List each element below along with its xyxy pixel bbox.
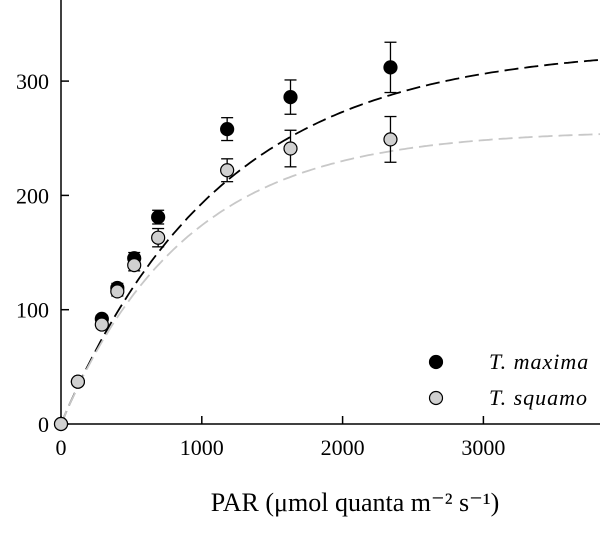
fit-lines bbox=[60, 58, 600, 425]
legend-label: T. squamo bbox=[489, 385, 588, 410]
axis-ticks: 010002000300040100200300 bbox=[16, 69, 505, 460]
data-point bbox=[110, 284, 125, 299]
x-axis-label: PAR (μmol quanta m⁻² s⁻¹) bbox=[211, 488, 500, 517]
y-tick-label: 200 bbox=[16, 183, 49, 208]
data-point bbox=[283, 90, 298, 105]
data-point bbox=[220, 163, 235, 178]
data-point bbox=[383, 132, 398, 147]
data-point bbox=[151, 230, 166, 245]
x-tick-label: 2000 bbox=[321, 435, 365, 460]
axes bbox=[60, 0, 600, 425]
x-tick-label: 0 bbox=[56, 435, 67, 460]
y-tick-label: 0 bbox=[38, 412, 49, 437]
data-point bbox=[283, 141, 298, 156]
fit-line bbox=[60, 58, 600, 425]
legend-marker bbox=[428, 354, 444, 370]
data-point bbox=[220, 122, 235, 137]
data-point bbox=[94, 317, 109, 332]
data-points bbox=[53, 60, 398, 432]
x-tick-label: 3000 bbox=[461, 435, 505, 460]
legend-label: T. maxima bbox=[489, 349, 589, 374]
legend-marker bbox=[428, 390, 444, 406]
error-bars bbox=[71, 41, 397, 385]
x-tick-label: 1000 bbox=[180, 435, 224, 460]
data-point bbox=[383, 60, 398, 75]
data-point bbox=[70, 374, 85, 389]
fit-line bbox=[60, 133, 600, 425]
y-tick-label: 300 bbox=[16, 69, 49, 94]
y-tick-label: 100 bbox=[16, 298, 49, 323]
legend: T. maxima T. squamo bbox=[428, 349, 589, 410]
data-point bbox=[53, 416, 69, 432]
data-point bbox=[151, 210, 166, 225]
data-point bbox=[127, 258, 142, 273]
